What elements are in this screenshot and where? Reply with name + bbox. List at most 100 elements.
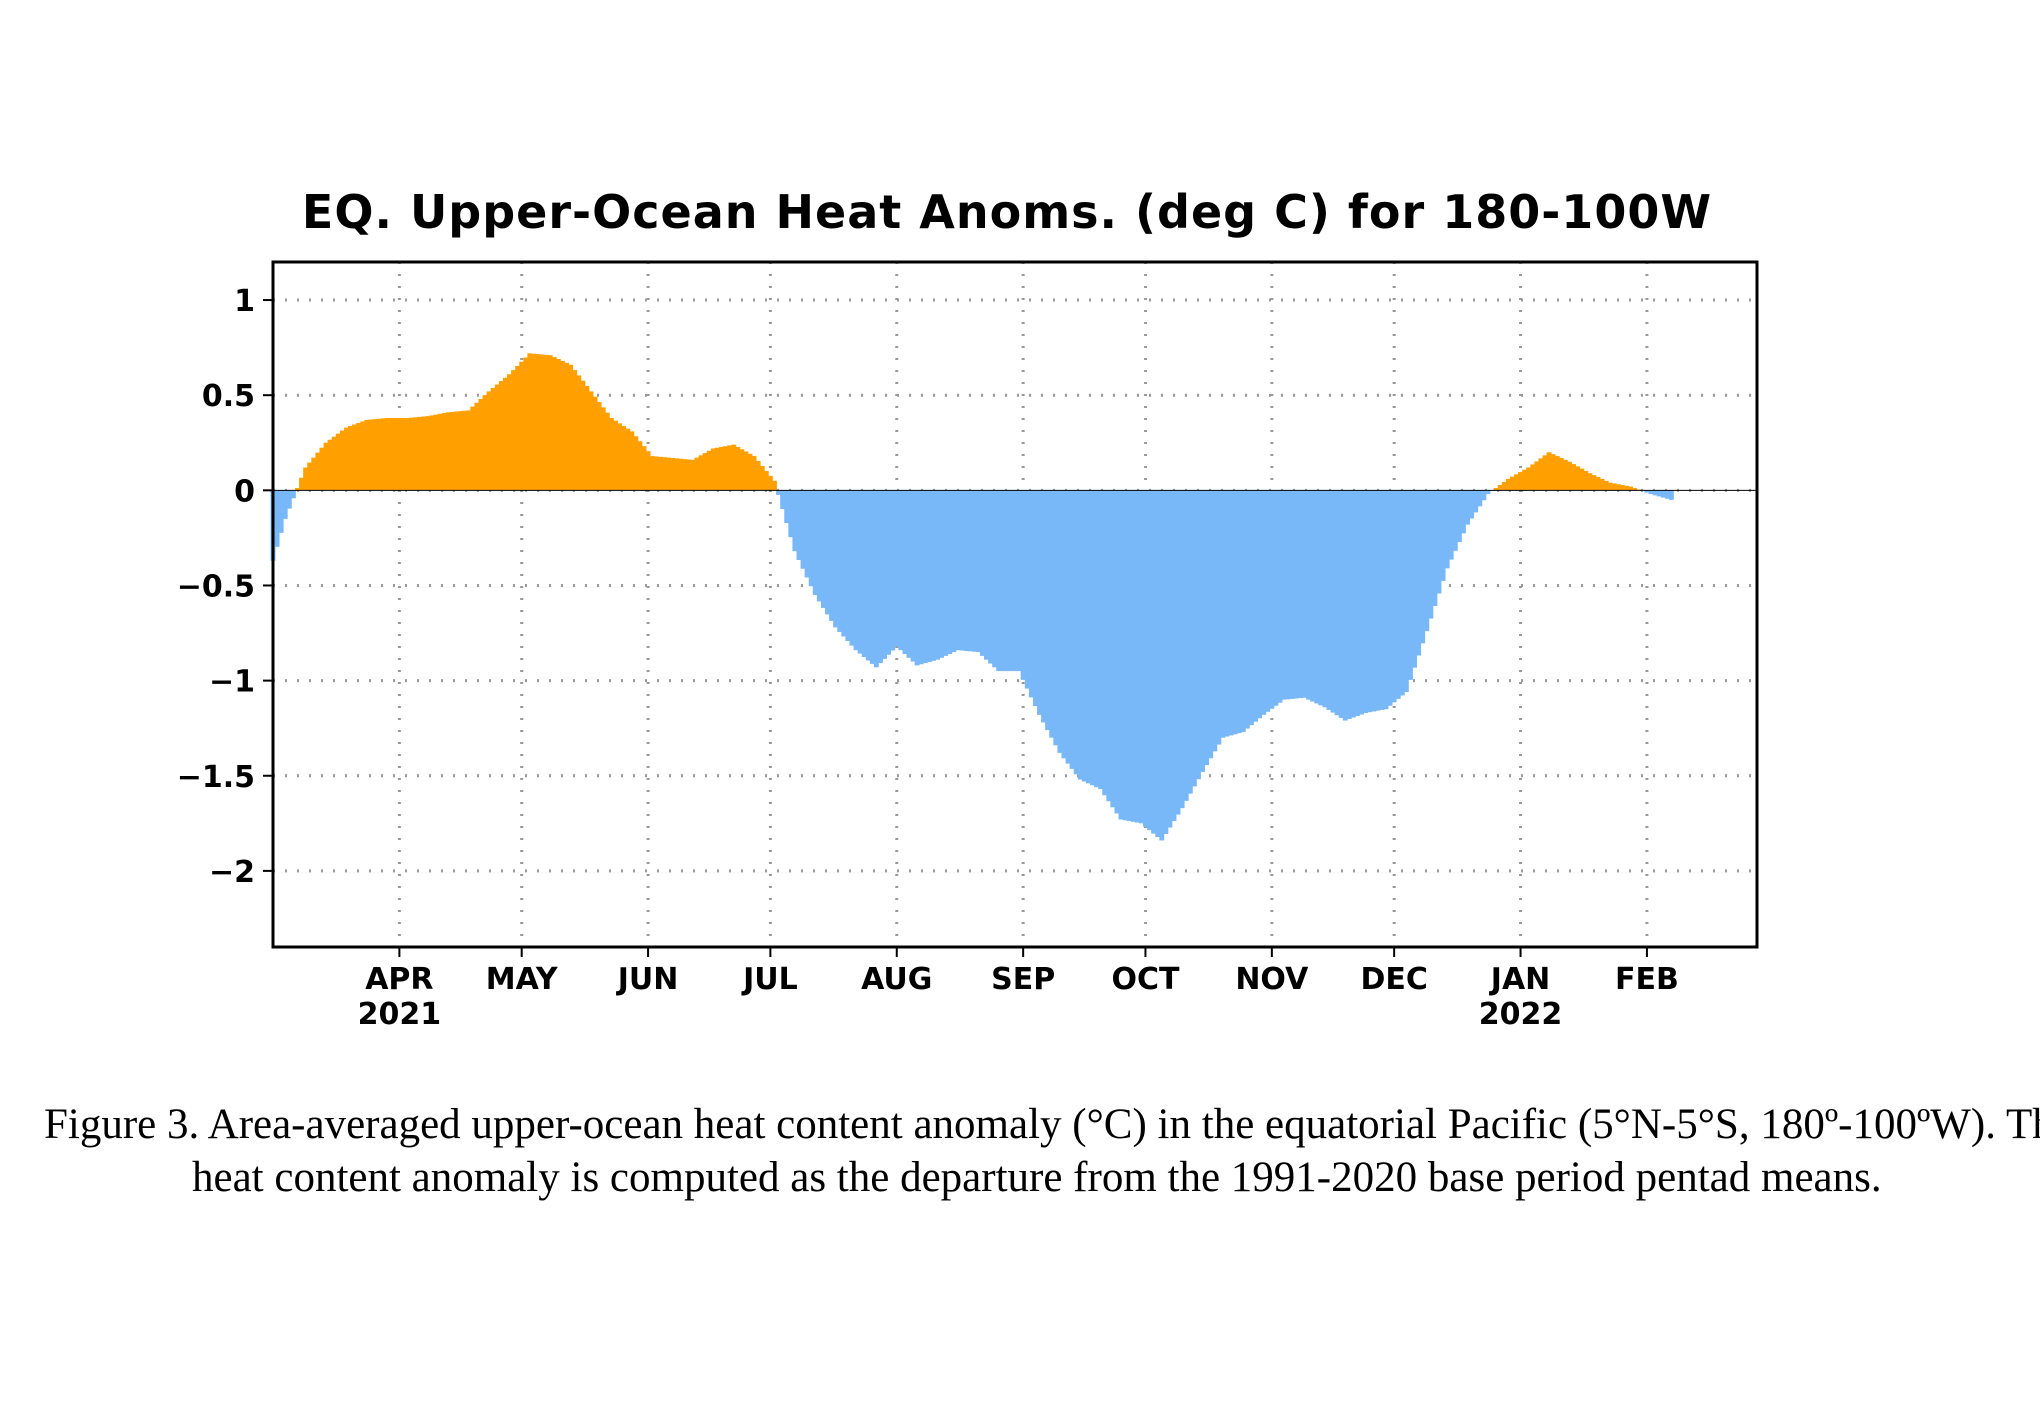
anomaly-bar <box>352 424 357 491</box>
chart-figure: EQ. Upper-Ocean Heat Anoms. (deg C) for … <box>177 185 1759 1032</box>
anomaly-bar <box>1212 490 1218 752</box>
anomaly-bar <box>1024 490 1030 689</box>
anomaly-bar <box>727 445 733 491</box>
anomaly-bar <box>1505 478 1511 491</box>
anomaly-bar <box>621 426 627 491</box>
anomaly-bar <box>1534 461 1540 491</box>
anomaly-bar <box>1216 490 1222 745</box>
anomaly-bar <box>1355 490 1360 717</box>
anomaly-bar <box>486 391 492 491</box>
anomaly-bar <box>1607 482 1613 491</box>
anomaly-bar <box>971 490 977 652</box>
anomaly-bar <box>947 490 953 654</box>
x-tick-label: FEB <box>1615 962 1679 997</box>
anomaly-bar <box>1094 490 1099 788</box>
anomaly-bar <box>714 447 720 491</box>
anomaly-bar <box>1509 476 1515 491</box>
anomaly-bar <box>1244 490 1250 729</box>
anomaly-bar <box>633 436 639 491</box>
anomaly-bar <box>763 470 769 491</box>
anomaly-bar <box>1668 490 1674 500</box>
anomaly-bar <box>498 381 504 491</box>
anomaly-bar <box>1416 490 1422 656</box>
anomaly-bar <box>1236 490 1242 734</box>
anomaly-bar <box>1281 490 1287 700</box>
anomaly-bar <box>1493 488 1499 491</box>
anomaly-bar <box>335 433 341 491</box>
anomaly-bar <box>368 419 374 491</box>
anomaly-bar <box>1175 490 1181 815</box>
anomaly-bar <box>596 402 602 491</box>
anomaly-bar <box>682 459 688 491</box>
anomaly-bar <box>1037 490 1042 715</box>
anomaly-bar <box>979 490 985 656</box>
anomaly-bar <box>1656 490 1662 497</box>
anomaly-bar <box>645 451 651 491</box>
anomaly-bar <box>1000 490 1006 672</box>
anomaly-bar <box>1147 490 1152 831</box>
anomaly-bar <box>1550 454 1556 491</box>
anomaly-bar <box>1624 485 1629 491</box>
anomaly-bar <box>1179 490 1185 809</box>
anomaly-bar <box>1171 490 1177 822</box>
anomaly-bar <box>1371 490 1377 712</box>
anomaly-bar <box>829 490 834 621</box>
anomaly-bar <box>1285 490 1291 700</box>
anomaly-bar <box>1628 486 1634 491</box>
anomaly-bar <box>1379 490 1385 710</box>
anomaly-bar <box>812 490 818 595</box>
anomaly-bar <box>1191 490 1197 787</box>
x-tick-label: DEC <box>1360 962 1427 997</box>
anomaly-bar <box>478 399 484 491</box>
anomaly-bar <box>1583 470 1589 491</box>
anomaly-bar <box>1383 490 1389 710</box>
plot-frame <box>271 260 1759 949</box>
anomaly-bar <box>796 490 802 560</box>
anomaly-bar <box>1456 490 1462 543</box>
anomaly-bar <box>392 418 398 491</box>
anomaly-bar <box>690 459 696 491</box>
y-tick-label: 0.5 <box>202 379 255 414</box>
anomaly-bar <box>1297 490 1303 699</box>
anomaly-bar <box>1114 490 1120 814</box>
anomaly-bar <box>1122 490 1128 821</box>
anomaly-bar <box>1273 490 1279 706</box>
anomaly-bar <box>1575 466 1581 491</box>
anomaly-bar <box>1293 490 1299 699</box>
anomaly-bar <box>1143 490 1148 827</box>
anomaly-bar <box>1057 490 1063 753</box>
anomaly-bar <box>1461 490 1466 534</box>
anomaly-bar <box>894 490 900 647</box>
anomaly-bar <box>1399 490 1405 696</box>
anomaly-bar <box>951 490 957 653</box>
anomaly-bar <box>710 448 716 491</box>
anomaly-bar <box>926 490 932 662</box>
y-tick-label: 0 <box>234 474 255 509</box>
anomaly-bar <box>1302 490 1307 698</box>
x-tick-year-label: 2022 <box>1479 997 1563 1032</box>
anomaly-bar <box>792 490 798 552</box>
anomaly-bar <box>1253 490 1258 722</box>
chart-svg: EQ. Upper-Ocean Heat Anoms. (deg C) for … <box>177 185 1759 1032</box>
anomaly-bar <box>1208 490 1214 759</box>
x-tick-label: OCT <box>1111 962 1180 997</box>
anomaly-bar <box>1102 490 1108 796</box>
anomaly-bar <box>1090 490 1095 786</box>
anomaly-bar <box>1412 490 1417 668</box>
anomaly-bar <box>1310 490 1316 702</box>
anomaly-bar <box>882 490 887 659</box>
anomaly-bar <box>1151 490 1157 834</box>
anomaly-bar <box>1432 490 1438 607</box>
anomaly-bar <box>1452 490 1458 551</box>
anomaly-bar <box>470 406 476 491</box>
anomaly-bar <box>625 428 631 491</box>
anomaly-bar <box>1514 474 1519 491</box>
anomaly-bar <box>388 418 394 491</box>
anomaly-bar <box>878 490 883 664</box>
anomaly-bar <box>841 490 847 637</box>
anomaly-bar <box>1098 490 1104 790</box>
anomaly-bar <box>600 407 606 491</box>
anomaly-bar <box>861 490 867 658</box>
anomaly-bar <box>1138 490 1144 824</box>
anomaly-bar <box>808 490 814 587</box>
